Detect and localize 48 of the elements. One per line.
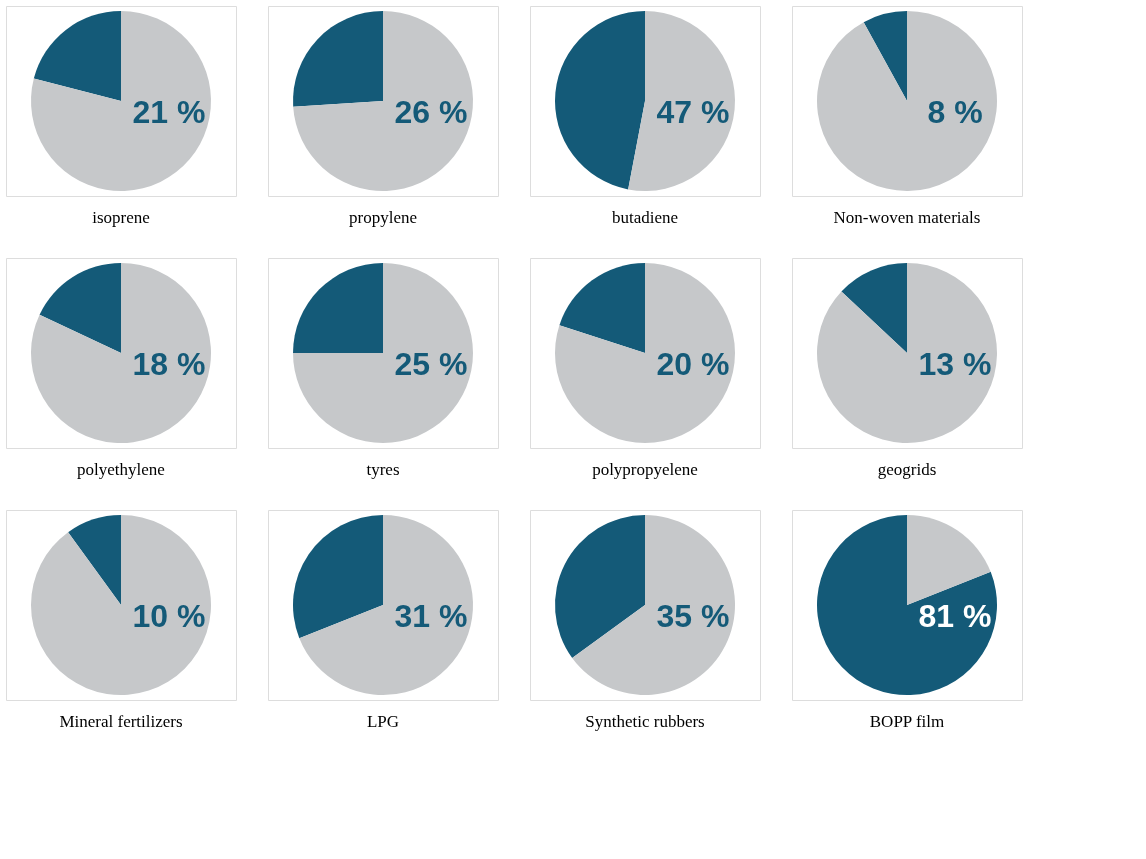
text: tyres	[366, 460, 400, 479]
pie-slice	[293, 515, 383, 639]
text: Non-woven materials	[833, 208, 981, 227]
text: Mineral fertilizers	[59, 712, 183, 731]
text: 18 %	[132, 346, 206, 382]
text: Synthetic rubbers	[585, 712, 705, 731]
pie-slice	[293, 11, 473, 191]
pie-slice	[31, 263, 211, 443]
pie-slice	[559, 263, 645, 353]
pie-slice	[555, 11, 645, 190]
text: 10 %	[132, 598, 206, 634]
pie-slice	[299, 515, 473, 695]
pie-slice	[68, 515, 121, 605]
text: isoprene	[92, 208, 150, 227]
text: polyethylene	[77, 460, 165, 479]
text: 81 %	[918, 598, 992, 634]
text: 35 %	[656, 598, 730, 634]
pie-slice	[863, 11, 907, 101]
text: LPG	[366, 712, 400, 731]
text: 13 %	[918, 346, 992, 382]
pie-slice	[39, 263, 121, 353]
pie-slice	[293, 11, 383, 107]
pie-slice	[31, 515, 211, 695]
pie-slice	[555, 263, 735, 443]
text: polypropyelene	[592, 460, 698, 479]
text: butadiene	[611, 208, 679, 227]
pie-slice	[33, 11, 121, 101]
text: 8 %	[927, 94, 983, 130]
pie-slice	[572, 515, 735, 695]
pie-slice	[817, 11, 997, 191]
text: 47 %	[656, 94, 730, 130]
text: 31 %	[394, 598, 468, 634]
pie-slice	[293, 263, 383, 353]
pie-slice	[555, 515, 645, 658]
pie-slice	[293, 263, 473, 443]
pie-slice	[628, 11, 735, 191]
pie-slice	[817, 263, 997, 443]
pie-slice	[841, 263, 907, 353]
text: 21 %	[132, 94, 206, 130]
text: BOPP film	[869, 712, 945, 731]
text: 25 %	[394, 346, 468, 382]
pie-slice	[817, 515, 997, 695]
pie-slice	[31, 11, 211, 191]
text: geogrids	[877, 460, 937, 479]
text: propylene	[349, 208, 417, 227]
text: 26 %	[394, 94, 468, 130]
pie-slice	[907, 515, 991, 605]
text: 20 %	[656, 346, 730, 382]
